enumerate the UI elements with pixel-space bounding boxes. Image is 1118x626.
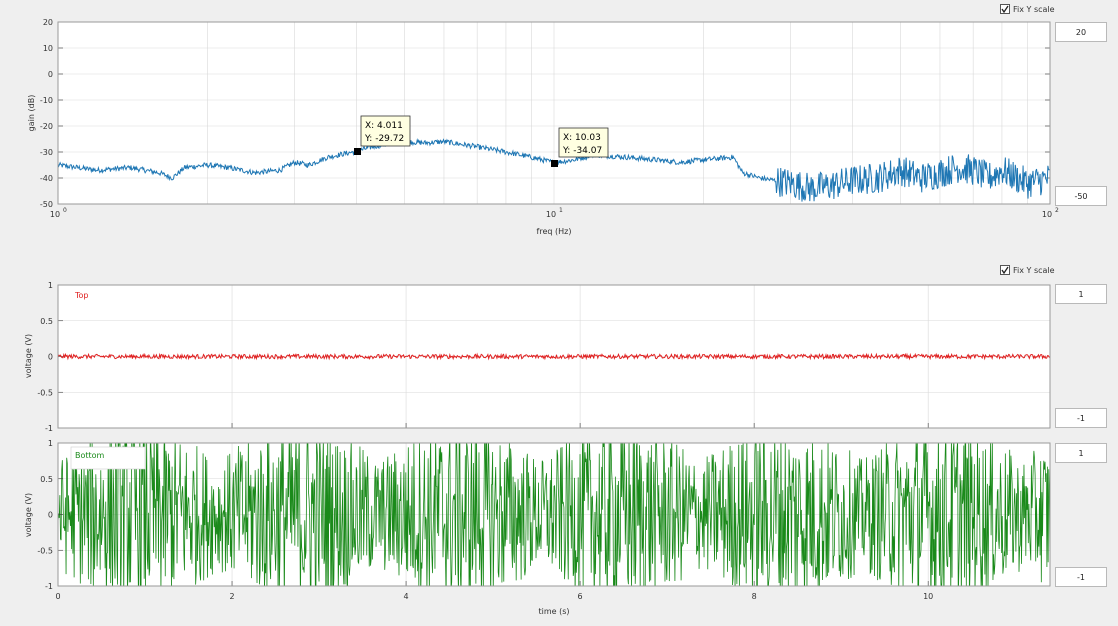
datatip-1[interactable]: X: 4.011 Y: -29.72: [354, 115, 411, 155]
datatip-1-box: [360, 115, 411, 147]
bottom-x-tick-label: 0: [55, 592, 60, 601]
top-axes-frame: [57, 284, 1051, 429]
freq-ymax-value: 20: [1075, 27, 1087, 37]
bottom-y-tick-label: -1: [45, 582, 53, 591]
bottom-ymin-value: -1: [1077, 572, 1085, 582]
gain-x-axis-label: freq (Hz): [537, 227, 572, 236]
bottom-x-tick-label: 8: [752, 592, 757, 601]
gain-y-tick-label: -20: [40, 122, 53, 131]
top-y-axis-label: voltage (V): [24, 334, 33, 378]
top-ymax-input[interactable]: 1: [1055, 284, 1107, 304]
freq-ymin-value: -50: [1074, 191, 1088, 201]
datatip-1-marker: [354, 148, 361, 155]
checkmark-icon: [1001, 5, 1009, 13]
bottom-y-tick-label: 1: [48, 439, 53, 448]
time-fix-y-scale-label: Fix Y scale: [1013, 265, 1055, 275]
gain-y-tick-label: -10: [40, 96, 53, 105]
gain-x-tick-label: 10: [546, 210, 556, 219]
bottom-ticks: 0 2 4 6 8 10 -1 -0.5 0 0.5 1: [37, 439, 933, 601]
bottom-voltage-axes[interactable]: 0 2 4 6 8 10 -1 -0.5 0 0.5 1 Bottom voltage (V) ti…: [24, 422, 1051, 616]
gain-y-axis-label: gain (dB): [27, 95, 36, 132]
checkmark-icon: [1001, 266, 1009, 274]
datatip-2-y-text: Y: -34.07: [562, 146, 602, 156]
gain-x-tick-exponent: 2: [1055, 207, 1059, 214]
freq-ymax-input[interactable]: 20: [1055, 22, 1107, 42]
gain-grid: [58, 22, 1050, 204]
bottom-x-axis-label: time (s): [538, 607, 569, 616]
bottom-axes-frame: [57, 442, 1051, 587]
top-voltage-axes[interactable]: -1 -0.5 0 0.5 1 Top voltage (V): [24, 281, 1051, 433]
bottom-signal-line: [58, 443, 1050, 586]
datatip-2[interactable]: X: 10.03 Y: -34.07: [551, 127, 609, 167]
top-legend-label: Top: [74, 291, 89, 300]
top-y-tick-label: 0.5: [40, 317, 53, 326]
freq-fix-y-scale-checkbox[interactable]: Fix Y scale: [1000, 2, 1055, 16]
gain-x-tick-label: 10: [50, 210, 60, 219]
datatip-2-marker: [551, 160, 558, 167]
bottom-x-tick-label: 2: [229, 592, 234, 601]
top-y-tick-label: 0: [48, 353, 53, 362]
top-signal-line: [58, 352, 1050, 361]
datatip-2-x-text: X: 10.03: [563, 133, 601, 143]
top-y-tick-label: -0.5: [37, 388, 53, 397]
top-ymin-value: -1: [1077, 413, 1085, 423]
datatip-1-y-text: Y: -29.72: [364, 134, 404, 144]
freq-fix-y-scale-label: Fix Y scale: [1013, 4, 1055, 14]
datatip-1-x-text: X: 4.011: [365, 121, 403, 131]
gain-axes-frame: [57, 21, 1051, 205]
bottom-ymin-input[interactable]: -1: [1055, 567, 1107, 587]
gain-y-tick-label: -40: [40, 174, 53, 183]
gain-x-tick-label: 10: [1042, 210, 1052, 219]
gain-y-tick-label: 20: [43, 18, 53, 27]
bottom-ymax-value: 1: [1078, 448, 1084, 458]
gain-y-tick-label: 0: [48, 70, 53, 79]
top-ymin-input[interactable]: -1: [1055, 408, 1107, 428]
bottom-x-tick-label: 10: [923, 592, 933, 601]
gain-x-tick-exponent: 0: [63, 207, 67, 214]
bottom-legend-label: Bottom: [75, 451, 105, 460]
bottom-y-tick-label: 0: [48, 511, 53, 520]
gain-x-tick-exponent: 1: [559, 207, 563, 214]
top-y-tick-label: -1: [45, 424, 53, 433]
bottom-x-tick-label: 6: [578, 592, 583, 601]
freq-ymin-input[interactable]: -50: [1055, 186, 1107, 206]
bottom-y-tick-label: -0.5: [37, 546, 53, 555]
bottom-legend-box: [70, 446, 146, 470]
bottom-ymax-input[interactable]: 1: [1055, 443, 1107, 463]
bottom-y-axis-label: voltage (V): [24, 493, 33, 537]
top-ymax-value: 1: [1078, 289, 1084, 299]
checkbox-box[interactable]: [1000, 4, 1010, 14]
bottom-y-tick-label: 0.5: [40, 475, 53, 484]
gain-y-tick-label: -30: [40, 148, 53, 157]
time-fix-y-scale-checkbox[interactable]: Fix Y scale: [1000, 263, 1055, 277]
checkbox-box[interactable]: [1000, 265, 1010, 275]
gain-y-tick-label: 10: [43, 44, 53, 53]
bottom-x-tick-label: 4: [404, 592, 409, 601]
top-y-tick-label: 1: [48, 281, 53, 290]
gain-y-tick-label: -50: [40, 200, 53, 209]
datatip-2-box: [558, 127, 609, 158]
